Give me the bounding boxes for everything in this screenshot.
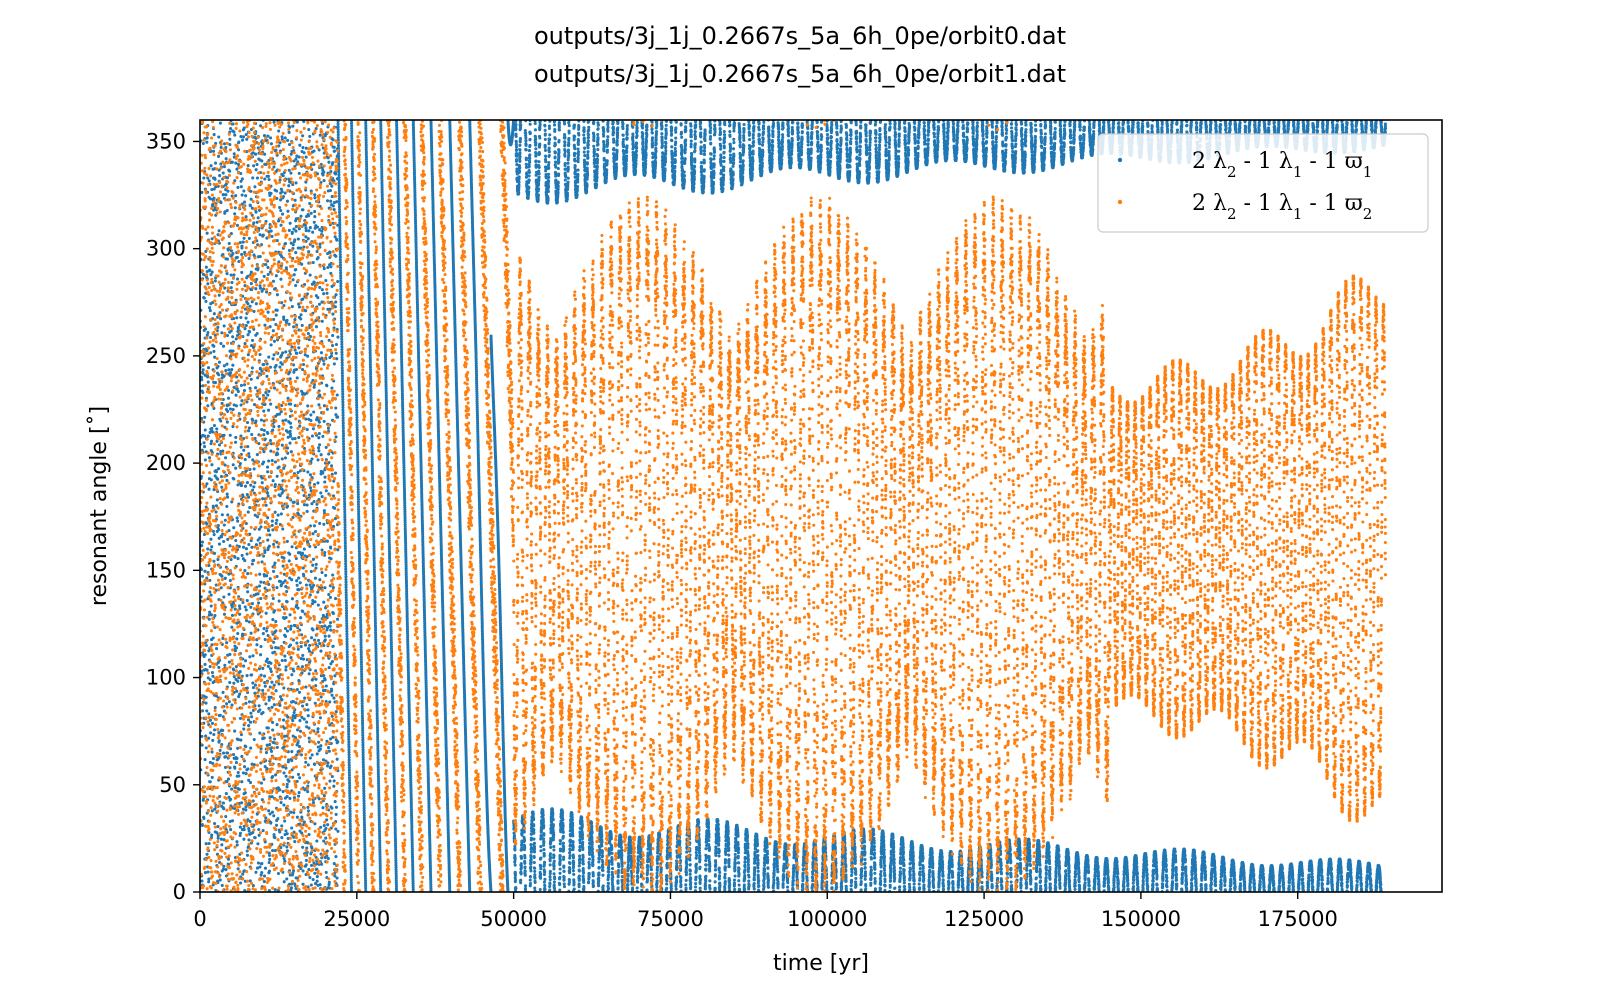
- chart-title-line-1: outputs/3j_1j_0.2667s_5a_6h_0pe/orbit0.d…: [534, 22, 1066, 50]
- y-tick-label: 100: [146, 666, 186, 690]
- x-tick-label: 75000: [637, 907, 704, 931]
- y-tick-label: 350: [146, 129, 186, 153]
- x-tick-label: 50000: [480, 907, 547, 931]
- y-tick-label: 0: [173, 880, 186, 904]
- y-tick-label: 200: [146, 451, 186, 475]
- legend-marker-2: [1118, 200, 1122, 204]
- x-tick-label: 150000: [1101, 907, 1181, 931]
- legend-marker-1: [1118, 158, 1122, 162]
- series-2-points: [198, 119, 1387, 894]
- y-tick-label: 300: [146, 237, 186, 261]
- plot-frame: [200, 120, 1442, 892]
- scatter-points-layer: [198, 118, 1387, 893]
- x-tick-label: 125000: [944, 907, 1024, 931]
- x-tick-label: 175000: [1258, 907, 1338, 931]
- y-tick-label: 150: [146, 558, 186, 582]
- y-axis-label: resonant angle [˚]: [87, 406, 112, 606]
- x-tick-label: 0: [193, 907, 206, 931]
- y-tick-label: 250: [146, 344, 186, 368]
- legend: 2 λ2 - 1 λ1 - 1 ϖ12 λ2 - 1 λ1 - 1 ϖ2: [1098, 134, 1428, 232]
- x-axis-label: time [yr]: [773, 951, 869, 976]
- x-tick-label: 25000: [323, 907, 390, 931]
- chart-title-line-2: outputs/3j_1j_0.2667s_5a_6h_0pe/orbit1.d…: [534, 60, 1066, 88]
- x-tick-label: 100000: [787, 907, 867, 931]
- y-tick-label: 50: [159, 773, 186, 797]
- y-axis: 0 50 100 150 200 250 300 350: [146, 129, 200, 904]
- x-axis: 0 25000 50000 75000 100000 125000 150000 175000: [193, 892, 1338, 931]
